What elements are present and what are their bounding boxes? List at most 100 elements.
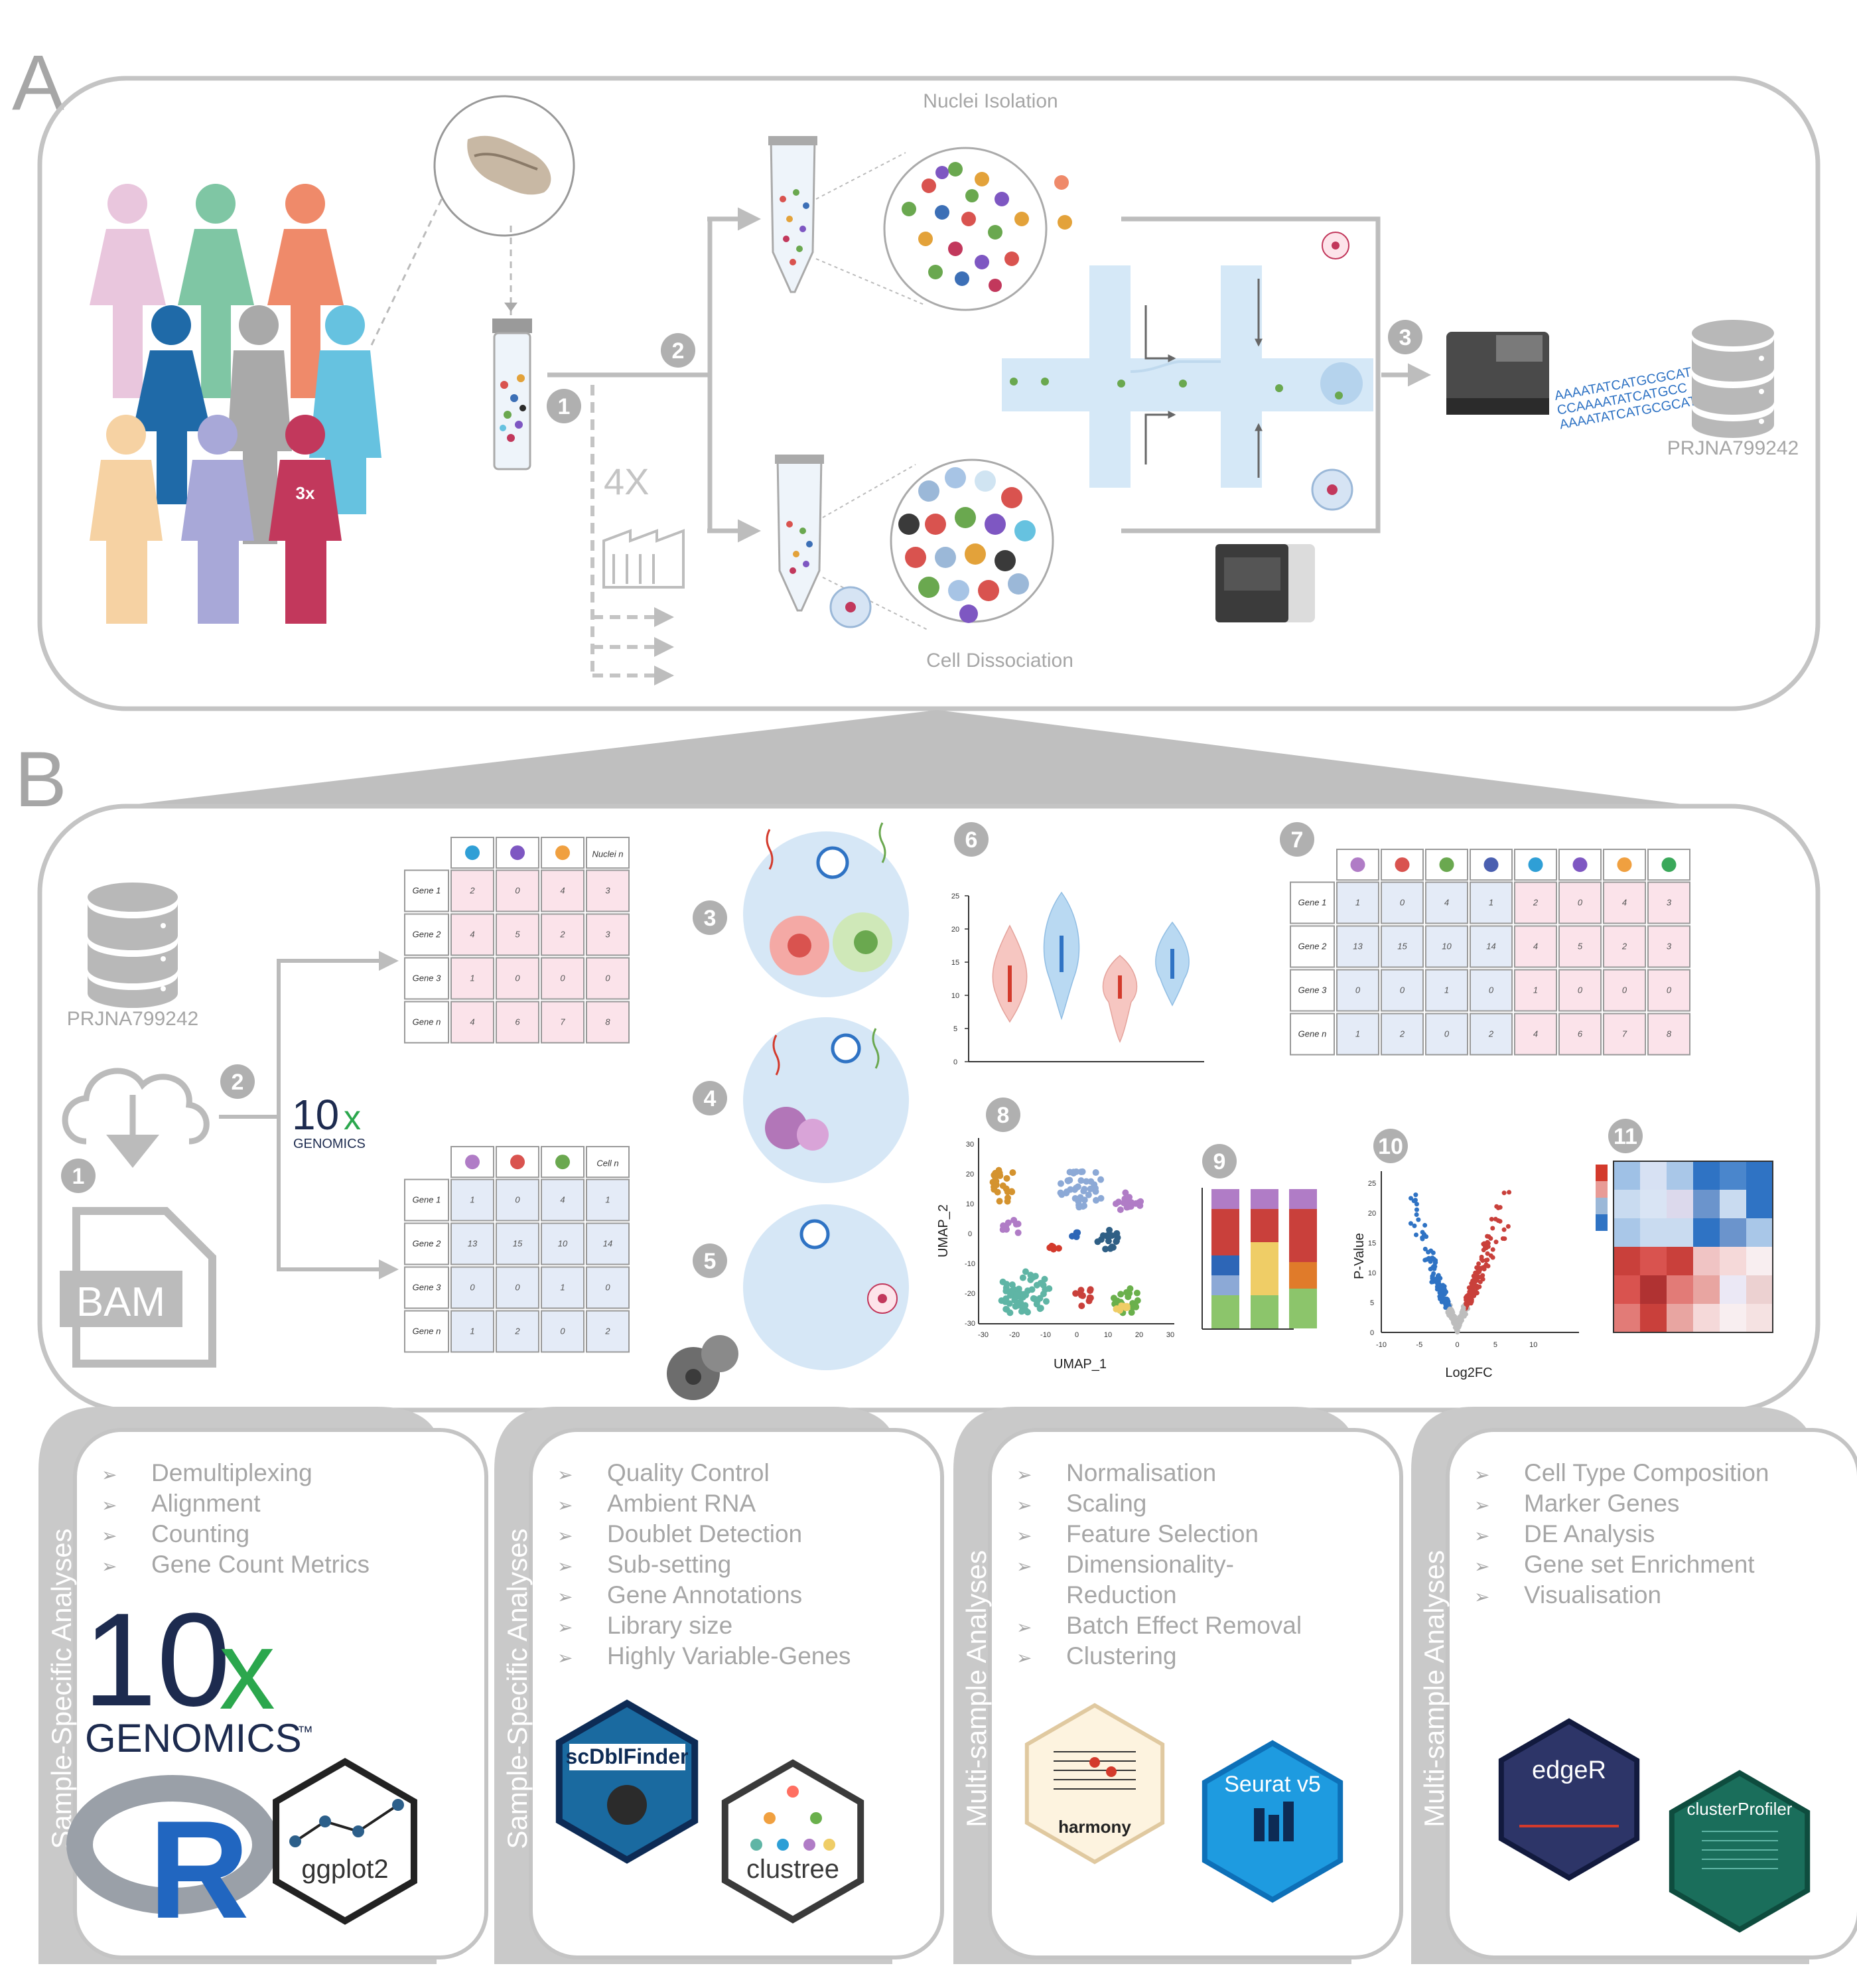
analysis-box-2: Sample-Specific Analyses ➢ Quality Control…	[494, 1407, 944, 1964]
table-cell	[1603, 969, 1646, 1012]
table-cell	[1603, 1013, 1646, 1056]
table-cell-value: 2	[1488, 1029, 1494, 1039]
table-cell	[450, 869, 494, 912]
table-cell-value: 2	[469, 886, 475, 896]
volcano-point	[1414, 1232, 1419, 1238]
volcano-point	[1472, 1280, 1478, 1285]
umap-xtick: -30	[978, 1331, 989, 1339]
analysis-list-item: Scaling	[1066, 1490, 1146, 1517]
svg-text:4: 4	[704, 1086, 717, 1111]
table-cell-value: 1	[1355, 898, 1360, 908]
volcano-ytick: 15	[1368, 1240, 1376, 1247]
volcano-point	[1481, 1242, 1486, 1247]
table-cell	[586, 1222, 630, 1265]
volcano-point	[1485, 1234, 1490, 1239]
umap-point	[1040, 1291, 1047, 1298]
table-row-label-cell	[404, 913, 449, 956]
table-cell	[1470, 925, 1513, 968]
umap-xlabel: UMAP_1	[1054, 1357, 1107, 1372]
umap-point	[1117, 1291, 1125, 1298]
volcano-point	[1434, 1281, 1440, 1286]
table-header-cell	[1336, 849, 1379, 881]
volcano-point	[1497, 1205, 1503, 1210]
analysis-list-item: Feature Selection	[1066, 1520, 1259, 1547]
volcano-point	[1443, 1289, 1448, 1295]
table-cell-value: 3	[605, 930, 610, 940]
clusterprofiler-label: clusterProfiler	[1687, 1799, 1793, 1819]
svg-text:x: x	[344, 1099, 361, 1137]
table-cell	[541, 1266, 585, 1309]
heatmap-cell	[1640, 1247, 1667, 1275]
table-cell-value: 4	[1533, 942, 1538, 952]
umap-point	[1075, 1204, 1083, 1211]
umap-point	[1081, 1186, 1088, 1193]
analysis-list-item: Ambient RNA	[607, 1490, 756, 1517]
r-logo-ring	[66, 1775, 279, 1914]
heatmap-cell	[1693, 1218, 1720, 1247]
volcano-point	[1478, 1279, 1483, 1285]
volcano-point	[1485, 1241, 1491, 1246]
table-row-label-cell	[404, 1222, 449, 1265]
qc-subset-circle	[743, 1204, 909, 1370]
bullet-arrow-icon: ➢	[102, 1526, 117, 1546]
cell-type-icon	[1661, 857, 1677, 873]
umap-point	[1133, 1289, 1140, 1297]
volcano-point	[1469, 1296, 1474, 1301]
table-cell-value: 0	[1444, 1029, 1450, 1039]
umap-point	[1003, 1281, 1010, 1288]
accession-label-b: PRJNA799242	[67, 1008, 198, 1030]
heatmap-cell	[1667, 1218, 1693, 1247]
nuclei-circle	[883, 147, 1048, 311]
table-cell-value: 3	[1667, 898, 1672, 908]
analysis-list-item: Quality Control	[607, 1459, 770, 1486]
table-cell	[541, 913, 585, 956]
heatmap-cell	[1720, 1218, 1746, 1247]
svg-text:5: 5	[704, 1249, 717, 1274]
volcano-point	[1474, 1290, 1479, 1295]
seurat-label: Seurat v5	[1224, 1772, 1321, 1797]
heatmap-cell	[1720, 1190, 1746, 1218]
table-cell-value: 4	[560, 1195, 565, 1205]
table-cell-value: 0	[515, 886, 520, 896]
svg-text:10: 10	[1378, 1134, 1403, 1159]
cell-type-icon	[1439, 857, 1454, 873]
bullet-arrow-icon: ➢	[1016, 1495, 1032, 1516]
table-cell	[1514, 881, 1557, 924]
volcano-point	[1461, 1309, 1466, 1314]
volcano-point	[1505, 1224, 1511, 1229]
heatmap-cell	[1693, 1304, 1720, 1332]
umap-xtick: -20	[1009, 1331, 1020, 1339]
umap-point	[1102, 1245, 1109, 1253]
table-cell-value: 10	[1442, 942, 1452, 952]
cell-type-icon	[510, 845, 525, 861]
violin-ytick: 5	[953, 1025, 957, 1033]
table-cell	[1603, 925, 1646, 968]
heatmap-cell	[1614, 1190, 1640, 1218]
table-cell	[1336, 969, 1379, 1012]
table-cell	[586, 1310, 630, 1353]
svg-text:1: 1	[558, 394, 571, 419]
table-cell	[1336, 1013, 1379, 1056]
violin-ytick: 10	[951, 992, 959, 1000]
umap-xtick: 10	[1104, 1331, 1112, 1339]
bullet-arrow-icon: ➢	[1016, 1526, 1032, 1546]
umap-point	[1063, 1188, 1070, 1196]
tenx-logo-word: GENOMICS	[85, 1716, 302, 1760]
step-8-badge-b: 8	[986, 1098, 1020, 1132]
umap-point	[1030, 1273, 1037, 1281]
people-group-icon	[90, 184, 381, 624]
volcano-point	[1414, 1207, 1419, 1212]
table-cell-value: 15	[1397, 942, 1407, 952]
umap-point	[1006, 1292, 1014, 1299]
svg-text:7: 7	[1291, 827, 1304, 853]
volcano-point	[1467, 1289, 1472, 1295]
table-cell	[541, 1222, 585, 1265]
table-cell	[1425, 925, 1468, 968]
umap-point	[1022, 1302, 1029, 1309]
table-cell-value: 6	[1578, 1029, 1583, 1039]
database-icon-a	[1692, 320, 1774, 438]
step-2-badge-a: 2	[661, 333, 695, 368]
svg-text:1: 1	[72, 1164, 85, 1189]
heatmap-cell	[1746, 1161, 1773, 1190]
bullet-arrow-icon: ➢	[1474, 1587, 1489, 1607]
